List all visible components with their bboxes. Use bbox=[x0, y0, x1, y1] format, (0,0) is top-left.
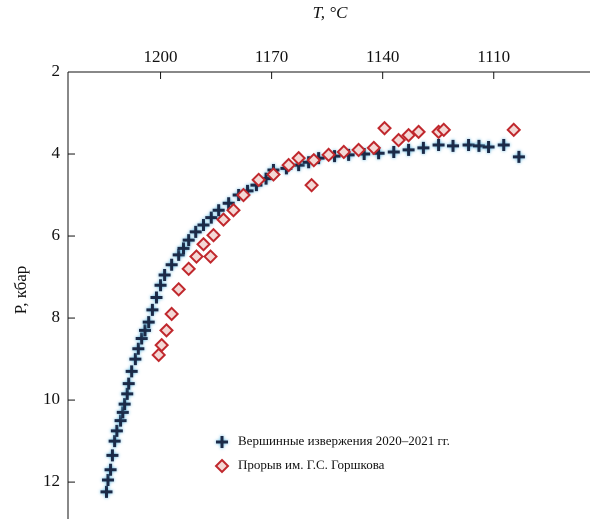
y-tick-label: 6 bbox=[52, 225, 61, 244]
legend-label: Прорыв им. Г.С. Горшкова bbox=[238, 457, 385, 472]
y-tick-label: 2 bbox=[52, 61, 61, 80]
point bbox=[150, 291, 163, 304]
point bbox=[104, 463, 117, 476]
point bbox=[291, 150, 307, 166]
point bbox=[142, 316, 155, 329]
point bbox=[146, 303, 159, 316]
point bbox=[432, 138, 445, 151]
point bbox=[164, 306, 180, 322]
point bbox=[377, 120, 392, 136]
point bbox=[108, 435, 121, 448]
point bbox=[512, 150, 525, 163]
point bbox=[182, 234, 195, 247]
point bbox=[222, 197, 235, 210]
y-tick-label: 10 bbox=[43, 389, 60, 408]
point bbox=[172, 248, 185, 261]
y-tick-label: 12 bbox=[43, 471, 60, 490]
point bbox=[402, 143, 415, 156]
point bbox=[181, 261, 197, 277]
legend-marker bbox=[214, 458, 230, 474]
point bbox=[462, 138, 475, 151]
point bbox=[129, 353, 142, 366]
point bbox=[205, 211, 218, 224]
point bbox=[132, 342, 145, 355]
point bbox=[101, 474, 114, 487]
x-tick-label: 1140 bbox=[366, 47, 399, 66]
y-tick-label: 4 bbox=[52, 143, 61, 162]
legend-label: Вершинные извержения 2020–2021 гг. bbox=[238, 433, 450, 448]
point bbox=[226, 202, 241, 218]
point bbox=[122, 377, 135, 390]
point bbox=[171, 281, 187, 297]
point bbox=[206, 227, 221, 243]
point bbox=[506, 122, 522, 138]
point bbox=[114, 414, 127, 427]
point bbox=[436, 122, 452, 138]
point bbox=[139, 324, 152, 337]
point bbox=[236, 187, 251, 203]
point bbox=[387, 145, 400, 158]
point bbox=[189, 249, 204, 264]
point bbox=[336, 144, 352, 160]
point bbox=[177, 242, 190, 255]
x-axis-title: T, °C bbox=[313, 3, 348, 22]
point bbox=[411, 124, 427, 140]
point bbox=[447, 139, 460, 152]
point bbox=[118, 398, 131, 411]
point bbox=[116, 406, 129, 419]
x-tick-label: 1200 bbox=[144, 47, 178, 66]
point bbox=[216, 212, 231, 228]
point bbox=[135, 332, 148, 345]
point bbox=[106, 449, 119, 462]
point bbox=[110, 424, 123, 437]
y-tick-label: 8 bbox=[52, 307, 61, 326]
point bbox=[304, 177, 320, 193]
point bbox=[306, 152, 322, 168]
x-tick-label: 1110 bbox=[477, 47, 510, 66]
point bbox=[151, 347, 167, 363]
point bbox=[251, 172, 267, 188]
point bbox=[154, 279, 167, 292]
point bbox=[197, 218, 210, 231]
point bbox=[196, 236, 211, 252]
point bbox=[154, 337, 170, 353]
point bbox=[321, 147, 337, 163]
x-tick-label: 1170 bbox=[255, 47, 288, 66]
point bbox=[417, 141, 430, 154]
point bbox=[165, 258, 178, 271]
point bbox=[482, 141, 495, 154]
y-axis-title: P, кбар bbox=[11, 266, 30, 315]
point bbox=[391, 132, 407, 148]
point bbox=[125, 365, 138, 378]
point bbox=[159, 322, 174, 338]
point bbox=[266, 167, 281, 182]
point bbox=[366, 140, 382, 156]
point bbox=[121, 387, 134, 400]
point bbox=[158, 268, 171, 281]
point bbox=[281, 157, 297, 173]
point bbox=[189, 225, 202, 238]
point bbox=[497, 138, 510, 151]
point bbox=[212, 204, 225, 217]
point bbox=[351, 142, 367, 158]
legend-marker bbox=[216, 436, 228, 448]
point bbox=[100, 485, 113, 498]
point bbox=[203, 249, 218, 264]
